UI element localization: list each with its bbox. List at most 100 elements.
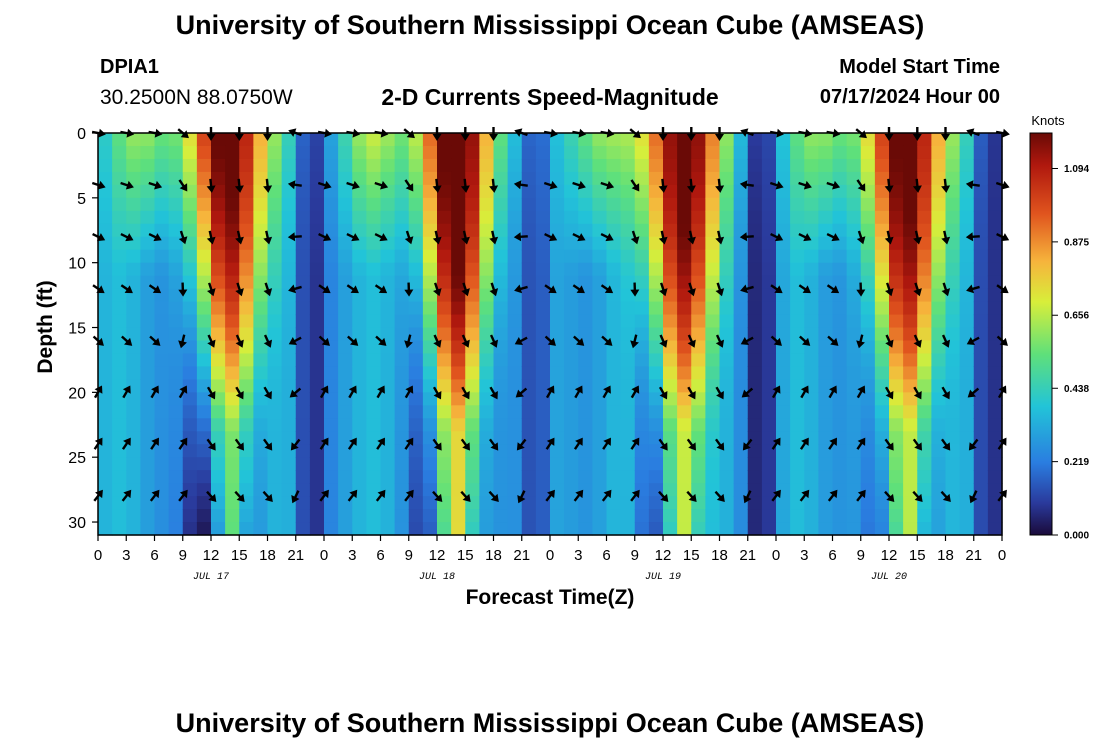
heatmap-cell xyxy=(154,470,170,484)
heatmap-cell xyxy=(846,210,862,225)
heatmap-cell xyxy=(225,197,240,212)
heatmap-cell xyxy=(620,197,636,212)
heatmap-cell xyxy=(154,496,170,510)
heatmap-cell xyxy=(225,405,240,419)
heatmap-cell xyxy=(380,509,396,523)
heatmap-cell xyxy=(253,366,269,380)
heatmap-cell xyxy=(253,327,269,342)
heatmap-cell xyxy=(550,496,565,510)
heatmap-cell xyxy=(408,366,424,380)
heatmap-cell xyxy=(959,210,975,225)
heatmap-cell xyxy=(790,353,805,368)
heatmap-cell xyxy=(126,171,141,186)
colorbar-tick-label: 0.219 xyxy=(1064,457,1089,468)
x-tick-label: 3 xyxy=(574,547,582,564)
heatmap-cell xyxy=(691,509,706,523)
heatmap-cell xyxy=(309,158,325,173)
heatmap-cell xyxy=(239,145,254,160)
heatmap-cell xyxy=(663,223,678,238)
model-start-label: Model Start Time xyxy=(839,56,1000,78)
heatmap-cell xyxy=(832,509,848,523)
heatmap-cell xyxy=(691,262,706,277)
current-arrow xyxy=(375,335,387,346)
heatmap-cell xyxy=(380,301,396,316)
current-arrow xyxy=(968,438,979,451)
heatmap-cell xyxy=(309,353,325,368)
heatmap-cell xyxy=(253,275,269,290)
current-arrow xyxy=(93,489,103,502)
heatmap-cell xyxy=(112,158,127,173)
heatmap-cell xyxy=(606,405,622,419)
heatmap-cell xyxy=(437,249,452,264)
heatmap-cell xyxy=(98,145,113,160)
heatmap-cell xyxy=(648,457,664,471)
heatmap-cell xyxy=(168,483,184,497)
heatmap-cell xyxy=(451,158,466,173)
current-arrow xyxy=(376,385,385,399)
heatmap-cell xyxy=(973,236,989,251)
heatmap-cell xyxy=(719,236,735,251)
heatmap-cell xyxy=(550,314,565,329)
heatmap-cell xyxy=(846,470,862,484)
heatmap-cell xyxy=(917,262,932,277)
heatmap-cell xyxy=(324,210,339,225)
heatmap-cell xyxy=(761,522,777,536)
heatmap-cell xyxy=(451,366,466,380)
heatmap-cell xyxy=(324,366,339,380)
heatmap-cell xyxy=(578,457,593,471)
heatmap-cell xyxy=(790,301,805,316)
heatmap-cell xyxy=(959,431,975,445)
heatmap-cell xyxy=(394,379,410,393)
heatmap-cell xyxy=(874,392,890,406)
heatmap-cell xyxy=(578,275,593,290)
heatmap-cell xyxy=(846,262,862,277)
heatmap-cell xyxy=(479,184,495,199)
heatmap-cell xyxy=(606,301,622,316)
heatmap-cell xyxy=(550,301,565,316)
heatmap-cell xyxy=(550,197,565,212)
colorbar-tick-label: 0.656 xyxy=(1064,311,1089,322)
heatmap-cell xyxy=(790,133,805,147)
heatmap-cell xyxy=(98,275,113,290)
heatmap-cell xyxy=(634,223,650,238)
heatmap-cell xyxy=(380,249,396,264)
heatmap-cell xyxy=(776,197,791,212)
heatmap-cell xyxy=(225,262,240,277)
heatmap-cell xyxy=(677,249,692,264)
heatmap-cell xyxy=(281,249,297,264)
heatmap-cell xyxy=(973,418,989,432)
heatmap-cell xyxy=(987,509,1003,523)
heatmap-cell xyxy=(437,457,452,471)
heatmap-cell xyxy=(408,392,424,406)
heatmap-cell xyxy=(733,470,749,484)
heatmap-cell xyxy=(719,158,735,173)
heatmap-cell xyxy=(592,379,608,393)
heatmap-cell xyxy=(295,236,311,251)
current-arrow xyxy=(572,180,586,190)
heatmap-cell xyxy=(804,457,819,471)
heatmap-cell xyxy=(705,301,721,316)
heatmap-cell xyxy=(465,133,480,147)
current-arrow xyxy=(489,230,499,245)
heatmap-cell xyxy=(959,236,975,251)
heatmap-cell xyxy=(931,158,947,173)
heatmap-cell xyxy=(663,301,678,316)
heatmap-cell xyxy=(126,496,141,510)
current-arrow xyxy=(93,437,103,450)
heatmap-cell xyxy=(945,223,961,238)
heatmap-cell xyxy=(860,522,876,536)
heatmap-cell xyxy=(211,327,226,342)
heatmap-cell xyxy=(140,301,156,316)
heatmap-cell xyxy=(578,444,593,458)
current-arrow xyxy=(687,282,696,297)
heatmap-cell xyxy=(832,392,848,406)
heatmap-cell xyxy=(620,158,636,173)
heatmap-cell xyxy=(564,366,579,380)
heatmap-cell xyxy=(578,418,593,432)
heatmap-cell xyxy=(366,353,382,368)
current-arrow xyxy=(206,490,217,503)
heatmap-cell xyxy=(663,366,678,380)
heatmap-cell xyxy=(507,470,523,484)
heatmap-cell xyxy=(889,197,904,212)
heatmap-cell xyxy=(634,392,650,406)
